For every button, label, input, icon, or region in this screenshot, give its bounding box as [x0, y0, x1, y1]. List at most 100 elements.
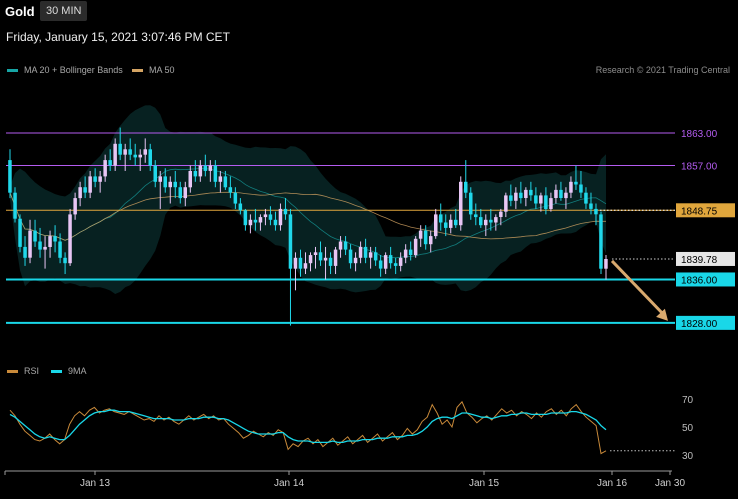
- candle-body: [28, 230, 32, 258]
- candle-body: [449, 219, 453, 228]
- candle-body: [108, 160, 112, 166]
- candle-body: [88, 176, 92, 193]
- candle-body: [78, 187, 82, 199]
- forecast-arrow-shaft: [610, 259, 664, 314]
- candle-body: [178, 187, 182, 199]
- candle-body: [163, 176, 167, 188]
- candle-body: [303, 263, 308, 269]
- candle-body: [529, 189, 533, 196]
- bollinger-swatch: [7, 68, 18, 72]
- candle-body: [153, 165, 157, 182]
- level-label-4: 1836.00: [681, 275, 718, 286]
- candle-body: [283, 208, 288, 215]
- candle-body: [333, 249, 338, 266]
- ma50-label: MA 50: [149, 65, 175, 75]
- candle-body: [554, 189, 558, 198]
- candle-body: [403, 249, 408, 258]
- candle-body: [469, 192, 473, 215]
- candle-body: [328, 257, 333, 266]
- candle-body: [238, 203, 243, 211]
- candle-body: [253, 219, 258, 223]
- candle-body: [233, 192, 238, 204]
- candle-body: [544, 195, 548, 209]
- time-label: Jan 16: [597, 478, 627, 489]
- candle-body: [393, 263, 398, 266]
- timeframe-button[interactable]: 30 MIN: [40, 1, 88, 21]
- candle-body: [223, 176, 228, 188]
- level-label-0: 1863.00: [681, 129, 718, 140]
- candle-body: [383, 255, 388, 269]
- rsi-swatch: [7, 369, 18, 373]
- bollinger-label: MA 20 + Bollinger Bands: [24, 65, 123, 75]
- rsi-ma-swatch: [51, 369, 62, 373]
- candle-body: [203, 165, 208, 171]
- candle-body: [188, 171, 192, 188]
- candle-body: [133, 154, 137, 158]
- candle-body: [494, 217, 498, 223]
- candle-body: [168, 181, 172, 188]
- candle-body: [398, 257, 403, 266]
- rsi-ma-line: [9, 409, 607, 444]
- candle-body: [38, 241, 42, 250]
- candle-body: [444, 222, 448, 228]
- rsi-tick-70: 70: [682, 395, 694, 406]
- time-label: Jan 30: [655, 478, 685, 489]
- candle-body: [263, 214, 268, 218]
- bollinger-bands: [9, 105, 607, 294]
- candle-body: [258, 217, 263, 223]
- level-label-2: 1848.75: [681, 206, 718, 217]
- candle-body: [499, 211, 503, 217]
- candle-body: [288, 214, 293, 269]
- copyright-text: Research © 2021 Trading Central: [595, 65, 730, 75]
- candle-body: [128, 149, 132, 155]
- candle-body: [343, 241, 348, 250]
- candle-body: [504, 195, 508, 212]
- candle-body: [564, 192, 568, 199]
- candle-body: [594, 208, 598, 215]
- candle-body: [589, 203, 593, 209]
- level-box-3: [676, 251, 735, 266]
- candle-body: [479, 217, 483, 226]
- ma50-line: [9, 191, 606, 241]
- candles: [8, 127, 608, 326]
- candle-body: [413, 238, 418, 256]
- candle-body: [434, 214, 438, 237]
- time-label: Jan 15: [469, 478, 499, 489]
- candle-body: [423, 230, 428, 245]
- candle-body: [549, 198, 553, 209]
- candle-body: [348, 249, 353, 264]
- candle-body: [308, 255, 313, 264]
- candle-body: [123, 149, 127, 155]
- candle-body: [514, 192, 518, 201]
- candle-body: [113, 143, 117, 166]
- time-label: Jan 13: [80, 478, 110, 489]
- candle-body: [158, 176, 162, 182]
- candle-body: [18, 218, 22, 247]
- candle-body: [53, 236, 57, 242]
- bollinger-band-fill: [10, 105, 606, 294]
- candle-body: [323, 257, 328, 261]
- level-label-3: 1839.78: [681, 255, 718, 266]
- candle-body: [599, 214, 603, 269]
- candle-body: [193, 171, 198, 177]
- symbol-title: Gold: [5, 4, 35, 19]
- candle-body: [604, 259, 608, 269]
- candle-body: [103, 160, 107, 177]
- legend-rsi-ma: 9MA: [51, 366, 87, 376]
- rsi-panel: 70 50 30: [9, 395, 694, 462]
- candle-body: [98, 176, 102, 182]
- candle-body: [459, 181, 463, 226]
- candle-body: [363, 246, 368, 258]
- level-box-4: [676, 272, 735, 287]
- candle-body: [439, 214, 443, 223]
- candle-body: [48, 236, 52, 247]
- candle-body: [268, 214, 273, 220]
- candle-body: [23, 246, 27, 258]
- level-labels: 1863.00 1857.00 1848.75 1839.78 1836.00 1828.…: [676, 129, 735, 330]
- header: Gold 30 MIN: [0, 0, 738, 22]
- forecast-arrow-head: [656, 308, 668, 321]
- candle-body: [388, 255, 393, 264]
- candle-body: [218, 176, 223, 182]
- candle-body: [454, 219, 458, 226]
